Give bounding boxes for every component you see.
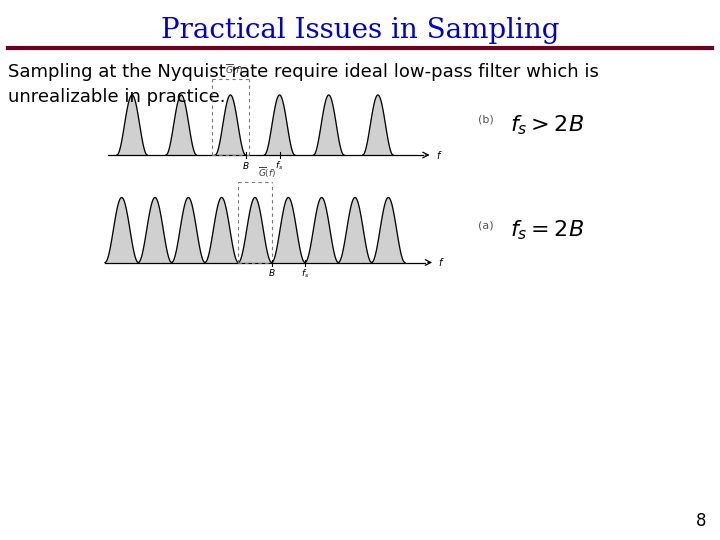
Text: $f_s$: $f_s$	[301, 267, 309, 280]
Text: $B$: $B$	[268, 267, 276, 279]
Text: Practical Issues in Sampling: Practical Issues in Sampling	[161, 17, 559, 44]
Text: $f$: $f$	[438, 256, 445, 268]
Polygon shape	[205, 198, 238, 262]
Polygon shape	[338, 198, 372, 262]
Text: $B$: $B$	[242, 160, 249, 171]
Text: $f$: $f$	[436, 149, 442, 161]
Polygon shape	[271, 198, 305, 262]
Text: $\overline{G}(f)$: $\overline{G}(f)$	[258, 165, 276, 179]
Text: Sampling at the Nyquist rate require ideal low-pass filter which is
unrealizable: Sampling at the Nyquist rate require ide…	[8, 63, 599, 106]
Polygon shape	[264, 95, 294, 155]
Polygon shape	[313, 95, 344, 155]
Polygon shape	[372, 198, 405, 262]
Polygon shape	[171, 198, 205, 262]
Polygon shape	[305, 198, 338, 262]
Text: $f_s > 2B$: $f_s > 2B$	[510, 113, 584, 137]
Polygon shape	[105, 198, 138, 262]
Text: $\overline{G}(f)$: $\overline{G}(f)$	[225, 63, 244, 77]
Polygon shape	[215, 95, 246, 155]
Text: $f_s=2B$: $f_s=2B$	[510, 218, 584, 242]
Text: 8: 8	[696, 512, 706, 530]
Text: (a): (a)	[478, 220, 494, 230]
Polygon shape	[117, 95, 148, 155]
Polygon shape	[238, 198, 271, 262]
Text: (b): (b)	[478, 115, 494, 125]
Polygon shape	[166, 95, 197, 155]
Text: $f_s$: $f_s$	[276, 160, 284, 172]
Polygon shape	[363, 95, 393, 155]
Polygon shape	[138, 198, 171, 262]
